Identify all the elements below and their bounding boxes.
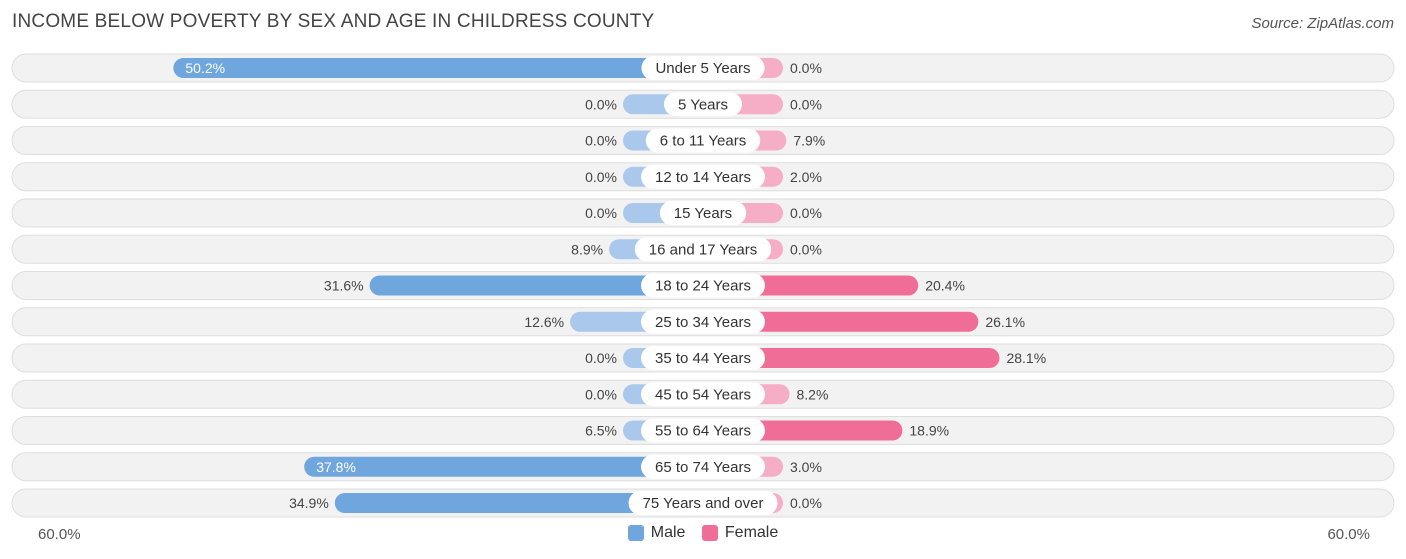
source-credit: Source: ZipAtlas.com bbox=[1251, 15, 1394, 32]
male-value-label: 34.9% bbox=[289, 495, 329, 511]
female-value-label: 7.9% bbox=[793, 133, 825, 149]
female-bar bbox=[703, 348, 1000, 368]
female-value-label: 0.0% bbox=[790, 205, 822, 221]
category-label: 25 to 34 Years bbox=[655, 314, 751, 331]
category-pill bbox=[641, 164, 765, 189]
chart-title: INCOME BELOW POVERTY BY SEX AND AGE IN C… bbox=[12, 11, 655, 32]
male-value-label: 0.0% bbox=[585, 169, 617, 185]
male-bar bbox=[369, 275, 703, 296]
female-value-label: 20.4% bbox=[925, 278, 965, 294]
category-label: 45 to 54 Years bbox=[655, 386, 751, 403]
female-value-label: 3.0% bbox=[790, 459, 822, 475]
category-pill bbox=[641, 309, 765, 334]
legend-swatch-male bbox=[627, 525, 644, 541]
category-label: 18 to 24 Years bbox=[655, 278, 751, 295]
category-label: 75 Years and over bbox=[643, 495, 764, 512]
chart-canvas: Under 5 Years 50.2% 0.0% 5 Years 0.0% 0.0% 6 t… bbox=[11, 53, 1395, 518]
male-value-label: 0.0% bbox=[585, 386, 617, 402]
category-pill bbox=[645, 128, 761, 153]
category-label: 5 Years bbox=[678, 96, 728, 113]
male-value-label: 31.6% bbox=[324, 278, 364, 294]
female-value-label: 0.0% bbox=[790, 495, 822, 511]
category-label: 15 Years bbox=[674, 205, 732, 222]
male-bar bbox=[334, 493, 703, 513]
category-label: 12 to 14 Years bbox=[655, 169, 751, 186]
category-label: 35 to 44 Years bbox=[655, 350, 751, 367]
male-bar bbox=[173, 58, 703, 78]
legend-item-male[interactable]: Male bbox=[627, 524, 686, 542]
legend-label-male: Male bbox=[650, 524, 686, 541]
category-pill bbox=[641, 56, 765, 80]
female-value-label: 2.0% bbox=[790, 169, 822, 185]
category-pill bbox=[641, 454, 765, 479]
category-label: 16 and 17 Years bbox=[649, 241, 757, 258]
category-label: 55 to 64 Years bbox=[655, 423, 751, 440]
female-value-label: 8.2% bbox=[797, 386, 829, 402]
category-pill bbox=[641, 418, 765, 443]
category-label: 6 to 11 Years bbox=[660, 133, 746, 150]
category-pill bbox=[641, 346, 765, 370]
category-pill bbox=[628, 491, 778, 515]
female-value-label: 18.9% bbox=[909, 423, 949, 439]
female-bar bbox=[703, 311, 979, 332]
male-bar bbox=[304, 456, 703, 477]
axis-right-label: 60.0% bbox=[1327, 526, 1370, 543]
axis-left-label: 60.0% bbox=[38, 526, 81, 543]
legend: Male Female bbox=[0, 524, 1406, 546]
male-value-label: 12.6% bbox=[524, 314, 564, 330]
female-value-label: 26.1% bbox=[985, 314, 1025, 330]
male-value-label: 6.5% bbox=[585, 423, 617, 439]
category-pill bbox=[641, 382, 765, 407]
male-value-label: 0.0% bbox=[585, 133, 617, 149]
male-value-label: 0.0% bbox=[585, 96, 617, 112]
category-label: Under 5 Years bbox=[655, 60, 750, 77]
female-value-label: 0.0% bbox=[790, 241, 822, 257]
male-value-label: 37.8% bbox=[316, 459, 356, 475]
legend-swatch-female bbox=[701, 525, 718, 541]
category-pill bbox=[663, 92, 743, 117]
legend-label-female: Female bbox=[724, 524, 779, 541]
category-pill bbox=[641, 273, 765, 298]
female-value-label: 28.1% bbox=[1006, 350, 1046, 366]
category-pill bbox=[659, 201, 747, 225]
male-value-label: 50.2% bbox=[185, 60, 225, 76]
female-value-label: 0.0% bbox=[790, 60, 822, 76]
male-value-label: 8.9% bbox=[571, 241, 603, 257]
legend-item-female[interactable]: Female bbox=[701, 524, 779, 542]
female-value-label: 0.0% bbox=[790, 96, 822, 112]
category-pill bbox=[634, 237, 772, 262]
category-label: 65 to 74 Years bbox=[655, 459, 751, 476]
male-value-label: 0.0% bbox=[585, 205, 617, 221]
male-value-label: 0.0% bbox=[585, 350, 617, 366]
